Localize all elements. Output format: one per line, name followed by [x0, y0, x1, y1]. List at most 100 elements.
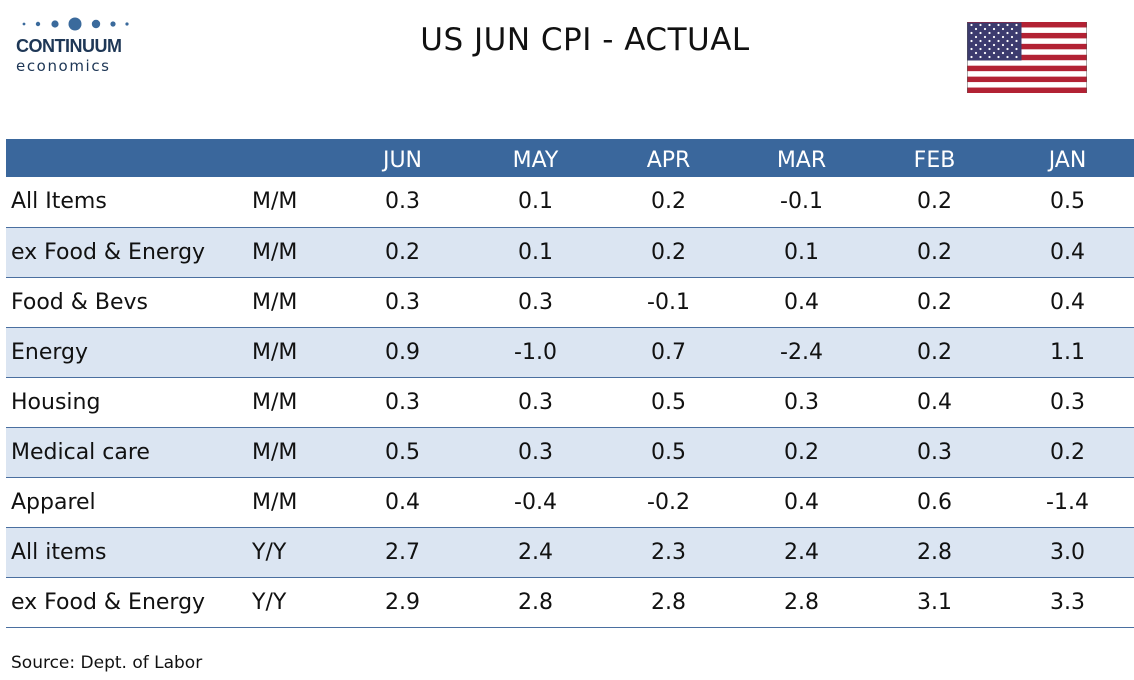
row-basis: M/M — [252, 289, 298, 315]
value-cell: 0.5 — [385, 439, 420, 465]
value-cell: 0.9 — [385, 339, 420, 365]
flag-star — [1015, 23, 1018, 27]
table-row: All Items M/M 0.3 0.1 0.2 -0.1 0.2 0.5 — [6, 177, 1134, 227]
value-cell: 1.1 — [1050, 339, 1085, 365]
flag-star — [1015, 47, 1018, 51]
table-header-row: JUN MAY APR MAR FEB JAN — [6, 139, 1134, 177]
flag-star — [970, 55, 973, 59]
flag-star — [1015, 55, 1018, 59]
table-row: Energy M/M 0.9 -1.0 0.7 -2.4 0.2 1.1 — [6, 327, 1134, 377]
value-cell: 0.2 — [917, 289, 952, 315]
flag-star — [983, 27, 987, 31]
row-label: Energy — [11, 339, 89, 365]
flag-star — [988, 31, 991, 35]
value-cell: -1.4 — [1046, 489, 1089, 515]
flag-star — [970, 39, 973, 43]
value-cell: 0.2 — [917, 189, 952, 215]
value-cell: 0.5 — [1050, 189, 1085, 215]
row-label: Apparel — [11, 489, 96, 515]
flag-star — [997, 47, 1000, 51]
flag-star — [974, 35, 978, 39]
flag-stripe — [967, 76, 1087, 83]
flag-stripe — [967, 22, 1087, 28]
row-label: Food & Bevs — [11, 289, 149, 315]
header-blank-cell — [6, 139, 246, 177]
value-cell: 0.3 — [917, 439, 952, 465]
column-header: MAR — [776, 147, 827, 173]
row-basis: M/M — [252, 489, 298, 515]
table-row: ex Food & Energy M/M 0.2 0.1 0.2 0.1 0.2 0.4 — [6, 227, 1134, 277]
flag-star — [1006, 23, 1009, 27]
value-cell: 0.3 — [1050, 389, 1085, 415]
value-cell: -0.2 — [647, 489, 690, 515]
value-cell: 0.7 — [651, 339, 686, 365]
flag-star — [979, 39, 982, 43]
value-cell: 0.2 — [784, 439, 819, 465]
row-label: Medical care — [11, 439, 150, 465]
flag-stripe — [967, 54, 1087, 61]
value-cell: 2.8 — [651, 589, 686, 615]
flag-star — [970, 23, 973, 27]
value-cell: 2.8 — [784, 589, 819, 615]
value-cell: 2.4 — [518, 539, 553, 565]
value-cell: -0.4 — [514, 489, 557, 515]
row-basis: M/M — [252, 439, 298, 465]
flag-star — [992, 35, 996, 39]
value-cell: 0.2 — [1050, 439, 1085, 465]
us-flag-icon — [967, 22, 1087, 93]
flag-star — [997, 31, 1000, 35]
flag-star — [974, 27, 978, 31]
value-cell: -1.0 — [514, 339, 557, 365]
header-blank-cell — [246, 139, 336, 177]
column-header: APR — [646, 147, 691, 173]
value-cell: 0.1 — [784, 239, 819, 265]
value-cell: 0.5 — [651, 439, 686, 465]
flag-star — [988, 39, 991, 43]
flag-star — [992, 51, 996, 55]
value-cell: 0.3 — [385, 389, 420, 415]
flag-star — [983, 35, 987, 39]
flag-stripe — [967, 43, 1087, 50]
value-cell: 3.0 — [1050, 539, 1085, 565]
flag-star — [1010, 43, 1014, 47]
value-cell: 0.4 — [385, 489, 420, 515]
flag-star — [983, 43, 987, 47]
page-title: US JUN CPI - ACTUAL — [420, 22, 750, 58]
cpi-table: JUN MAY APR MAR FEB JAN All Items M/M 0.3 0.1 0.2… — [6, 139, 1134, 628]
value-cell: -0.1 — [780, 189, 823, 215]
flag-star — [1015, 39, 1018, 43]
value-cell: -2.4 — [780, 339, 823, 365]
flag-star — [1001, 43, 1005, 47]
value-cell: 0.2 — [917, 339, 952, 365]
flag-star — [1006, 39, 1009, 43]
value-cell: 2.7 — [385, 539, 420, 565]
column-header: MAY — [512, 147, 559, 173]
logo-dots-icon — [22, 17, 129, 31]
value-cell: 0.3 — [385, 189, 420, 215]
value-cell: 0.4 — [917, 389, 952, 415]
flag-star — [974, 51, 978, 55]
flag-star — [1001, 35, 1005, 39]
flag-star — [997, 55, 1000, 59]
continuum-economics-logo: CONTINUUM economics — [16, 14, 136, 76]
source-note: Source: Dept. of Labor — [11, 653, 203, 673]
flag-star — [1010, 51, 1014, 55]
value-cell: 3.3 — [1050, 589, 1085, 615]
flag-star — [992, 27, 996, 31]
flag-star — [970, 31, 973, 35]
value-cell: 0.2 — [385, 239, 420, 265]
flag-star — [988, 55, 991, 59]
flag-star — [1010, 27, 1014, 31]
row-label: All Items — [11, 189, 107, 215]
logo-wordmark: CONTINUUM — [16, 36, 122, 56]
row-label: All items — [11, 539, 107, 565]
value-cell: -0.1 — [647, 289, 690, 315]
flag-star — [979, 55, 982, 59]
column-header: FEB — [913, 147, 956, 173]
flag-star — [1001, 51, 1005, 55]
column-header: JAN — [1048, 147, 1087, 173]
value-cell: 0.4 — [1050, 289, 1085, 315]
value-cell: 0.6 — [917, 489, 952, 515]
flag-star — [979, 31, 982, 35]
flag-star — [988, 47, 991, 51]
